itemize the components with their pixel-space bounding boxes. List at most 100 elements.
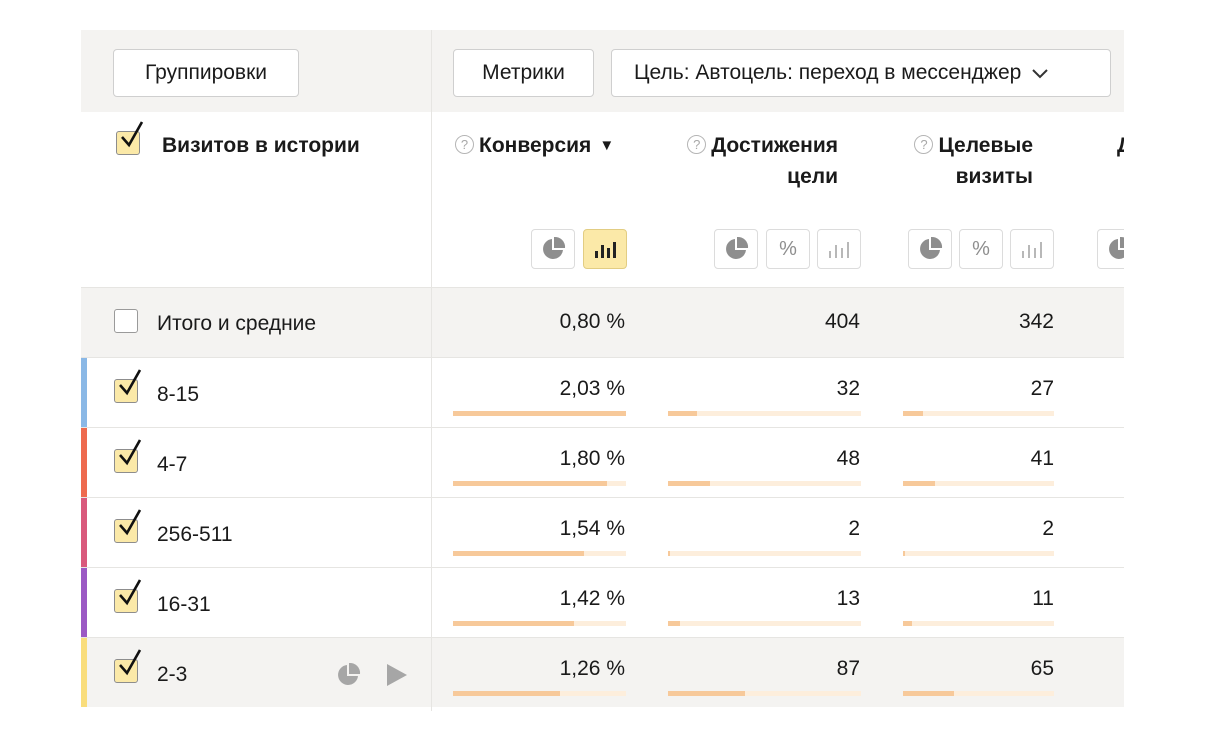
cell-goal-reaches: 48 — [836, 447, 860, 470]
cell-target-visits: 11 — [1032, 587, 1054, 610]
target-visits-bar — [903, 411, 1054, 416]
cell-conversion: 2,03 % — [559, 377, 625, 400]
metrics-button-label: Метрики — [482, 61, 565, 84]
cell-goal-reaches: 87 — [836, 657, 860, 680]
pie-chart-icon — [726, 236, 749, 259]
cell-conversion: 1,54 % — [559, 517, 625, 540]
metric-header-goal-reaches[interactable]: ? Достижения цели — [668, 130, 838, 192]
row-actions — [335, 662, 409, 688]
goal-reaches-bar — [668, 551, 861, 556]
cell-conversion: 1,42 % — [559, 587, 625, 610]
metric-header-conversion[interactable]: ? Конверсия ▼ — [455, 130, 635, 161]
goal-select[interactable]: Цель: Автоцель: переход в мессенджер — [611, 49, 1111, 97]
table-row[interactable]: 8-15 2,03 % 32 27 — [81, 357, 1124, 427]
cell-target-visits: 41 — [1030, 447, 1054, 470]
cell-target-visits: 2 — [1042, 517, 1054, 540]
goal-reaches-bar — [668, 411, 861, 416]
checkmark-icon — [119, 509, 142, 536]
percent-icon: % — [779, 237, 797, 260]
table-header: Визитов в истории ? Конверсия ▼ ? Достижени… — [81, 112, 1124, 287]
totals-label: Итого и средние — [157, 312, 317, 335]
row-color-stripe — [81, 358, 87, 427]
row-checkbox[interactable] — [114, 369, 142, 403]
bar-chart-icon — [595, 242, 616, 258]
row-label[interactable]: 256-511 — [157, 523, 233, 546]
bar-chart-toggle[interactable] — [1010, 229, 1054, 269]
totals-target-visits: 342 — [1018, 310, 1054, 333]
play-icon[interactable] — [383, 662, 409, 688]
target-visits-bar — [903, 691, 1054, 696]
row-checkbox[interactable] — [114, 439, 142, 473]
pie-chart-icon[interactable] — [335, 662, 361, 688]
metric-header-label: Достижения — [711, 134, 838, 157]
cell-goal-reaches: 13 — [836, 587, 860, 610]
pie-chart-toggle[interactable] — [531, 229, 575, 269]
pie-chart-toggle[interactable] — [714, 229, 758, 269]
dimension-header[interactable]: Визитов в истории — [162, 134, 360, 157]
row-checkbox[interactable] — [114, 509, 142, 543]
checkmark-icon — [119, 369, 142, 396]
goal-reaches-bar — [668, 481, 861, 486]
metric-header-target-visits[interactable]: ? Целевые визиты — [905, 130, 1033, 192]
row-label[interactable]: 16-31 — [157, 593, 211, 616]
percent-toggle[interactable]: % — [959, 229, 1003, 269]
percent-toggle[interactable]: % — [766, 229, 810, 269]
table-row[interactable]: 16-31 1,42 % 13 11 — [81, 567, 1124, 637]
toolbar: Группировки Метрики Цель: Автоцель: пере… — [81, 30, 1124, 112]
totals-checkbox[interactable] — [114, 309, 138, 333]
checkmark-icon — [119, 579, 142, 606]
checkmark-icon — [119, 649, 142, 676]
row-color-stripe — [81, 428, 87, 497]
row-label[interactable]: 8-15 — [157, 383, 200, 406]
help-icon[interactable]: ? — [687, 135, 707, 154]
help-icon[interactable]: ? — [914, 135, 934, 154]
bar-chart-toggle[interactable] — [583, 229, 627, 269]
select-all-checkbox[interactable] — [116, 121, 144, 155]
row-checkbox[interactable] — [114, 579, 142, 613]
pie-chart-icon — [1109, 236, 1124, 259]
target-visits-bar — [903, 551, 1054, 556]
target-visits-bar — [903, 621, 1054, 626]
pie-chart-toggle[interactable] — [908, 229, 952, 269]
cell-target-visits: 65 — [1030, 657, 1054, 680]
checkmark-icon — [121, 121, 144, 148]
totals-goal-reaches: 404 — [824, 310, 860, 333]
bar-chart-toggle[interactable] — [817, 229, 861, 269]
conversion-bar — [453, 691, 626, 696]
column-divider — [431, 30, 432, 711]
metrics-button[interactable]: Метрики — [453, 49, 594, 97]
row-label[interactable]: 2-3 — [157, 663, 188, 686]
conversion-bar — [453, 481, 626, 486]
checkmark-icon — [119, 439, 142, 466]
pie-chart-icon — [543, 236, 566, 259]
chevron-down-icon — [1031, 62, 1049, 79]
row-color-stripe — [81, 498, 87, 567]
percent-icon: % — [972, 237, 990, 260]
metric-header-label: Целевые — [938, 134, 1033, 157]
pie-chart-toggle[interactable] — [1097, 229, 1124, 269]
totals-row: Итого и средние 0,80 % 404 342 — [81, 287, 1124, 357]
row-label[interactable]: 4-7 — [157, 453, 188, 476]
pie-chart-icon — [920, 236, 943, 259]
conversion-bar — [453, 411, 626, 416]
metric-header-label: Конверсия — [479, 134, 592, 157]
table-row[interactable]: 256-511 1,54 % 2 2 — [81, 497, 1124, 567]
conversion-bar — [453, 551, 626, 556]
row-color-stripe — [81, 638, 87, 707]
help-icon[interactable]: ? — [455, 135, 474, 154]
cell-conversion: 1,80 % — [559, 447, 625, 470]
report-table: Группировки Метрики Цель: Автоцель: пере… — [81, 30, 1124, 711]
metric-header-label-line2: визиты — [955, 165, 1033, 188]
totals-conversion: 0,80 % — [559, 310, 625, 333]
groupings-button[interactable]: Группировки — [113, 49, 299, 97]
table-row[interactable]: 2-3 1,26 % 87 65 — [81, 637, 1124, 707]
cell-goal-reaches: 32 — [836, 377, 860, 400]
bar-chart-icon — [1022, 242, 1042, 258]
metric-header-cut[interactable]: Д — [1117, 130, 1124, 161]
row-checkbox[interactable] — [114, 649, 142, 683]
sort-desc-icon: ▼ — [599, 137, 615, 154]
bar-chart-icon — [829, 242, 849, 258]
table-row[interactable]: 4-7 1,80 % 48 41 — [81, 427, 1124, 497]
goal-select-label: Цель: Автоцель: переход в мессенджер — [634, 61, 1022, 84]
row-color-stripe — [81, 568, 87, 637]
